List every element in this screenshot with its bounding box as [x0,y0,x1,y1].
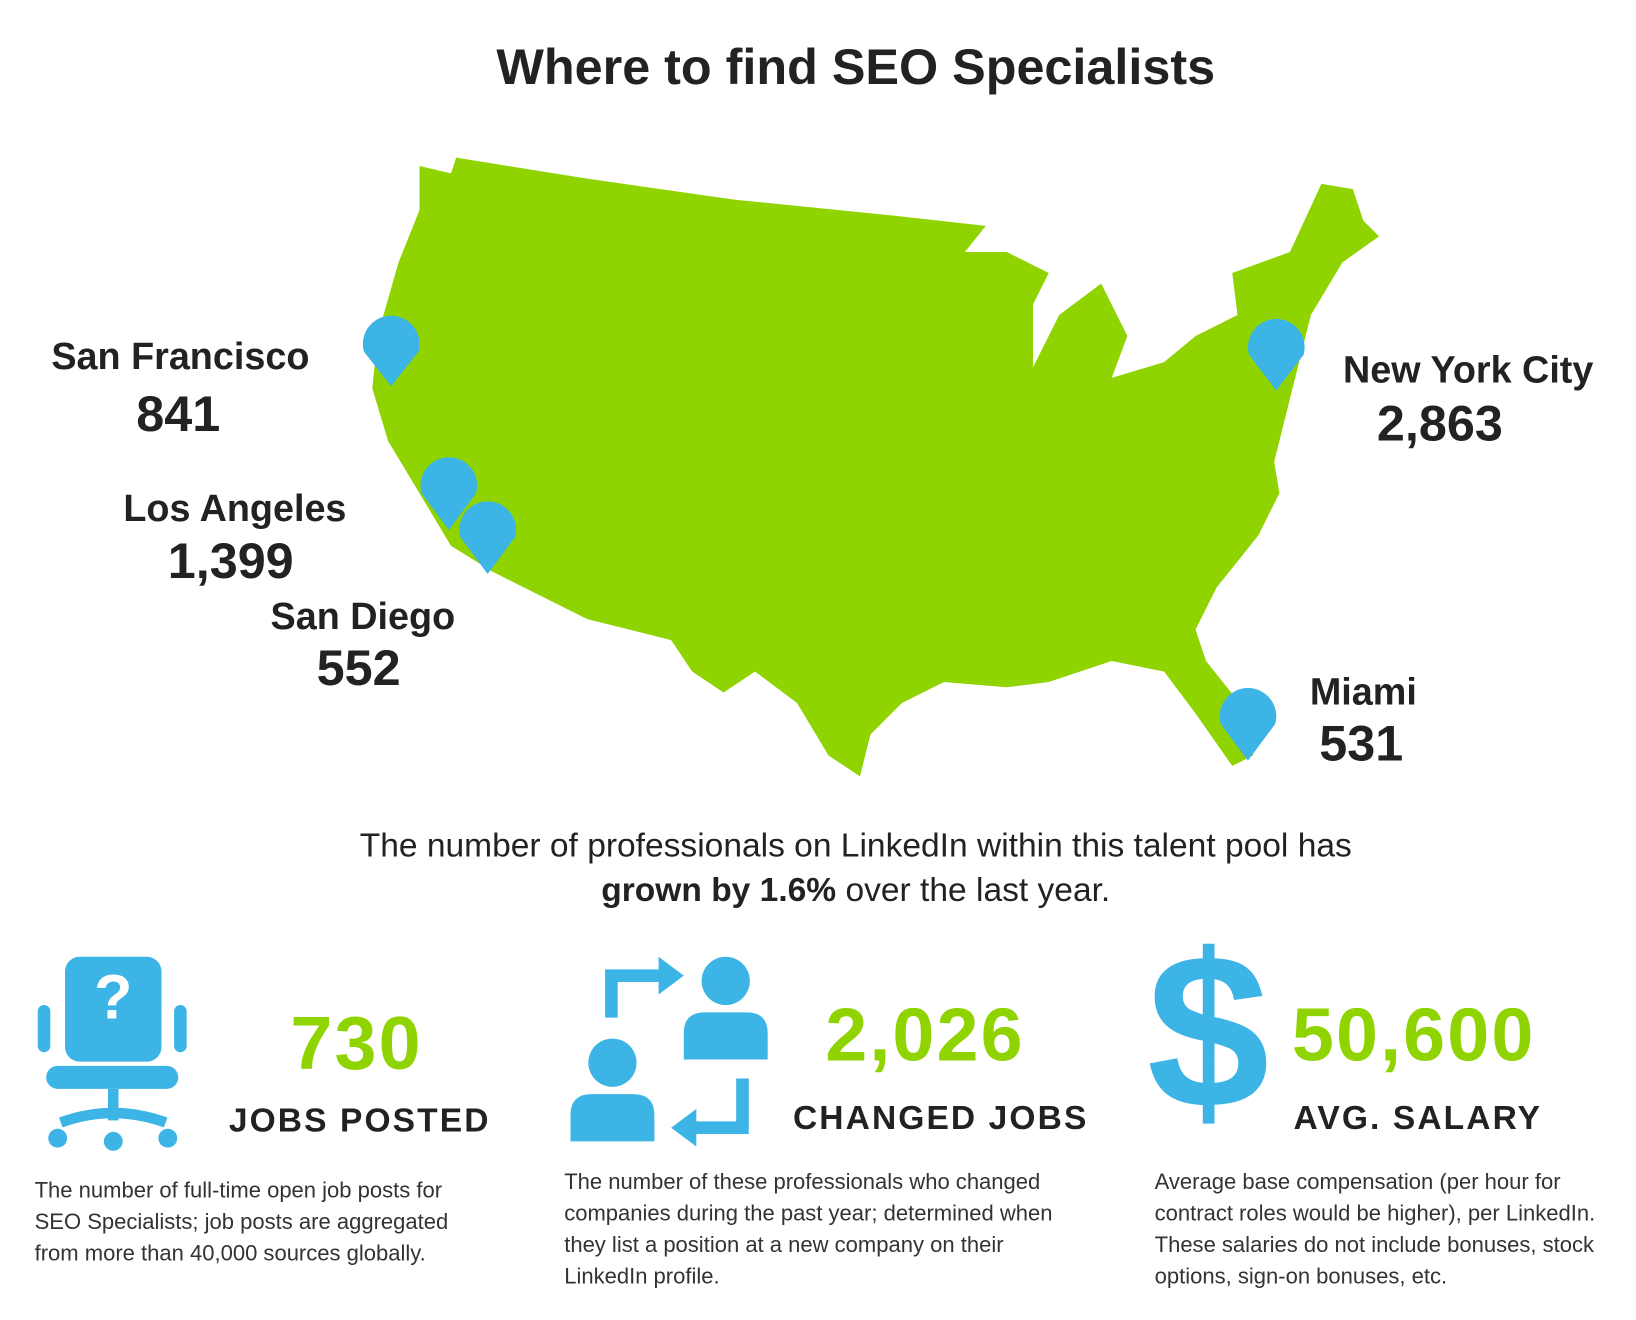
pin [1219,688,1277,761]
city-name: Los Angeles [123,487,346,529]
city-name: Miami [1310,671,1417,713]
dollar-icon: $ [1147,908,1269,1154]
city-count: 2,863 [1377,394,1503,451]
city-count: 531 [1319,714,1403,771]
stat-description: SEO Specialists; job posts are aggregate… [35,1209,449,1234]
city-name: San Diego [271,595,456,637]
stat-label: AVG. SALARY [1294,1100,1543,1137]
stat-value: 730 [290,1001,422,1085]
chair-icon: ? [37,956,187,1151]
summary: The number of professionals on LinkedIn … [360,828,1352,865]
svg-text:?: ? [94,963,132,1033]
city-name: New York City [1343,349,1593,391]
city-count: 1,399 [168,532,294,589]
pin [459,501,516,575]
stat-label: CHANGED JOBS [793,1100,1088,1137]
city-count: 552 [317,639,401,696]
summary-rest: over the last year. [836,872,1110,909]
stat-value: 50,600 [1292,993,1536,1077]
summary: grown by 1.6% over the last year. [601,872,1110,909]
stat-label: JOBS POSTED [229,1102,491,1139]
stat-description: options, sign-on bonuses, etc. [1155,1264,1448,1289]
stat-description: LinkedIn profile. [564,1264,719,1289]
stat-description: they list a position at a new company on… [564,1232,1003,1257]
stat-description: Average base compensation (per hour for [1155,1169,1561,1194]
us-map [372,157,1380,777]
stat-description: contract roles would be higher), per Lin… [1155,1201,1596,1226]
people-icon [570,956,768,1147]
stat-description: The number of full-time open job posts f… [35,1178,442,1203]
stat-value: 2,026 [825,993,1024,1077]
city-name: San Francisco [51,335,309,377]
title: Where to find SEO Specialists [496,38,1215,95]
stat-description: companies during the past year; determin… [564,1201,1052,1226]
pins [362,315,1305,761]
pin [362,315,420,387]
stat-description: The number of these professionals who ch… [564,1169,1040,1194]
stat-description: from more than 40,000 sources globally. [35,1240,426,1265]
pin [420,457,478,530]
summary-bold: grown by 1.6% [601,872,836,909]
city-count: 841 [136,385,220,442]
stat-description: These salaries do not include bonuses, s… [1155,1232,1595,1257]
pin [1247,318,1305,391]
